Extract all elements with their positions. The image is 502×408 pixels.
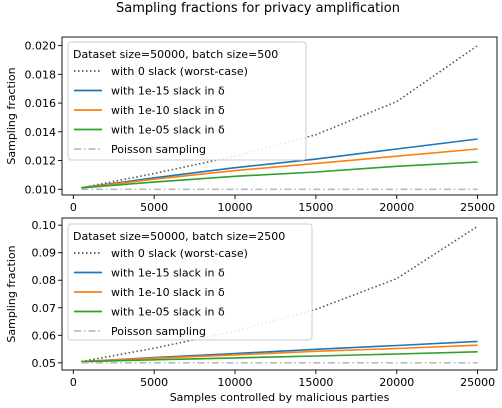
series-line-3 xyxy=(81,161,478,189)
x-tick-label: 0 xyxy=(70,376,77,389)
series-line-2 xyxy=(81,344,478,363)
legend-box xyxy=(67,223,313,341)
y-tick-label: 0.10 xyxy=(32,219,57,232)
x-tick-label: 5000 xyxy=(140,201,168,214)
x-tick-label: 15000 xyxy=(298,201,333,214)
y-tick-label: 0.09 xyxy=(32,247,57,260)
series-line-3 xyxy=(81,351,478,363)
legend-box xyxy=(67,41,307,161)
axes-frame xyxy=(61,217,498,371)
y-tick-label: 0.07 xyxy=(32,302,57,315)
series-line-1 xyxy=(81,138,478,189)
y-tick-label: 0.016 xyxy=(25,97,57,110)
x-tick-label: 10000 xyxy=(218,201,253,214)
x-tick-label: 20000 xyxy=(379,201,414,214)
y-tick-label: 0.08 xyxy=(32,274,57,287)
legend-entry-1: with 1e-15 slack in δ xyxy=(111,267,225,280)
legend-title: Dataset size=50000, batch size=500 xyxy=(73,48,278,61)
series-line-2 xyxy=(81,148,478,189)
y-tick-label: 0.018 xyxy=(25,68,57,81)
y-tick-label: 0.010 xyxy=(25,183,57,196)
y-tick-label: 0.05 xyxy=(32,357,57,370)
x-tick-label: 20000 xyxy=(379,376,414,389)
y-tick-label: 0.020 xyxy=(25,40,57,53)
y-axis-label: Sampling fraction xyxy=(5,67,18,164)
legend-entry-1: with 1e-15 slack in δ xyxy=(111,85,225,98)
x-tick-label: 25000 xyxy=(460,376,495,389)
y-tick-label: 0.06 xyxy=(32,329,57,342)
y-axis-label: Sampling fraction xyxy=(5,245,18,342)
legend-entry-4: Poisson sampling xyxy=(111,325,206,338)
series-line-0 xyxy=(81,44,479,189)
x-axis-label: Samples controlled by malicious parties xyxy=(170,391,390,404)
legend-entry-2: with 1e-10 slack in δ xyxy=(111,104,225,117)
legend-entry-4: Poisson sampling xyxy=(111,143,206,156)
figure-title: Sampling fractions for privacy amplifica… xyxy=(116,1,400,16)
y-tick-label: 0.014 xyxy=(25,126,57,139)
legend-entry-0: with 0 slack (worst-case) xyxy=(111,65,248,78)
legend-entry-0: with 0 slack (worst-case) xyxy=(111,247,248,260)
legend-entry-3: with 1e-05 slack in δ xyxy=(111,306,225,319)
legend-entry-2: with 1e-10 slack in δ xyxy=(111,286,225,299)
axes-frame xyxy=(61,36,498,196)
chart-panel-bottom: 0 5000 10000 15000 20000 25000 0.05 0.06 0.07 0.0… xyxy=(5,217,498,404)
x-tick-label: 25000 xyxy=(460,201,495,214)
x-tick-label: 5000 xyxy=(140,376,168,389)
legend-title: Dataset size=50000, batch size=2500 xyxy=(73,230,285,243)
chart-panel-top: 0 5000 10000 15000 20000 25000 0.010 0.012 0.014… xyxy=(5,36,498,214)
legend-entry-3: with 1e-05 slack in δ xyxy=(111,124,225,137)
x-tick-label: 15000 xyxy=(298,376,333,389)
y-tick-label: 0.012 xyxy=(25,155,57,168)
x-tick-label: 0 xyxy=(70,201,77,214)
x-tick-label: 10000 xyxy=(218,376,253,389)
